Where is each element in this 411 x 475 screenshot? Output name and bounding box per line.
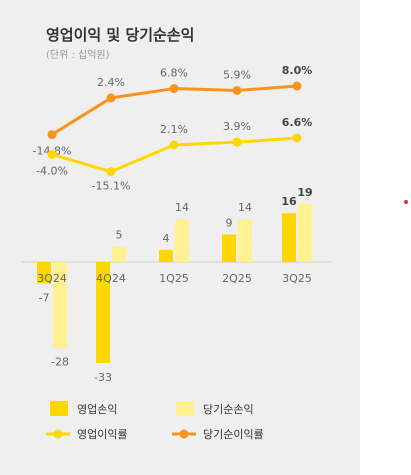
operating-margin-point <box>47 149 57 159</box>
net-margin-data-label: 8.0% <box>282 64 313 77</box>
x-tick-label: 1Q25 <box>159 272 189 285</box>
x-tick-label: 4Q24 <box>96 272 126 285</box>
operating-margin-data-label: -15.1% <box>92 180 131 193</box>
operating-income-label: 9 <box>226 216 233 229</box>
net-margin-point <box>169 84 179 94</box>
x-tick-label: 3Q25 <box>282 272 312 285</box>
net-margin-data-label: 2.4% <box>97 76 125 89</box>
red-dot-marker <box>404 200 408 204</box>
net-margin-point <box>232 85 242 95</box>
net-margin-data-label: 5.9% <box>223 68 251 81</box>
net-margin-point <box>292 81 302 91</box>
operating-margin-point <box>169 140 179 150</box>
operating-income-label: 16 <box>281 195 297 208</box>
operating-income-label: -7 <box>39 291 50 304</box>
x-tick-label: 3Q24 <box>37 272 67 285</box>
operating-margin-data-label: 3.9% <box>223 120 251 133</box>
net-margin-data-label: 6.8% <box>160 67 188 80</box>
operating-margin-point <box>106 167 116 177</box>
operating-margin-data-label: 2.1% <box>160 123 188 136</box>
net-income-bar <box>238 219 252 262</box>
legend-marker-operating-margin <box>53 429 63 439</box>
operating-income-label: 4 <box>163 232 170 245</box>
legend-label-operating-margin: 영업이익률 <box>77 428 128 441</box>
net-margin-point <box>47 130 57 140</box>
legend-label-operating-income: 영업손익 <box>77 403 117 416</box>
operating-income-bar <box>159 249 173 262</box>
net-income-bar <box>298 203 312 262</box>
operating-income-bar <box>37 262 51 284</box>
x-tick-label: 2Q25 <box>222 272 252 285</box>
operating-income-bar <box>96 262 110 363</box>
net-income-bar <box>175 219 189 262</box>
chart-subtitle: (단위 : 십억원) <box>46 50 110 61</box>
legend-label-net-income: 당기순손익 <box>203 403 254 416</box>
chart-title: 영업이익 및 당기순손익 <box>46 26 195 44</box>
operating-income-bar <box>222 234 236 262</box>
operating-margin-point <box>232 137 242 147</box>
net-margin-point <box>106 93 116 103</box>
net-income-label: 19 <box>297 186 312 199</box>
net-income-label: 14 <box>175 201 189 214</box>
net-income-label: 14 <box>238 201 252 214</box>
net-income-label: 5 <box>116 229 123 242</box>
net-income-label: -28 <box>51 356 69 369</box>
operating-margin-point <box>292 133 302 143</box>
legend-swatch-operating-income <box>50 401 68 416</box>
net-income-bar <box>53 262 67 348</box>
legend-label-net-margin: 당기순이익률 <box>203 428 264 441</box>
operating-margin-data-label: -4.0% <box>36 164 68 177</box>
legend-marker-net-margin <box>179 429 189 439</box>
legend-swatch-net-income <box>176 401 194 416</box>
operating-income-bar <box>282 213 296 262</box>
net-income-bar <box>112 246 126 262</box>
operating-margin-data-label: 6.6% <box>282 116 313 129</box>
operating-income-label: -33 <box>94 371 112 384</box>
